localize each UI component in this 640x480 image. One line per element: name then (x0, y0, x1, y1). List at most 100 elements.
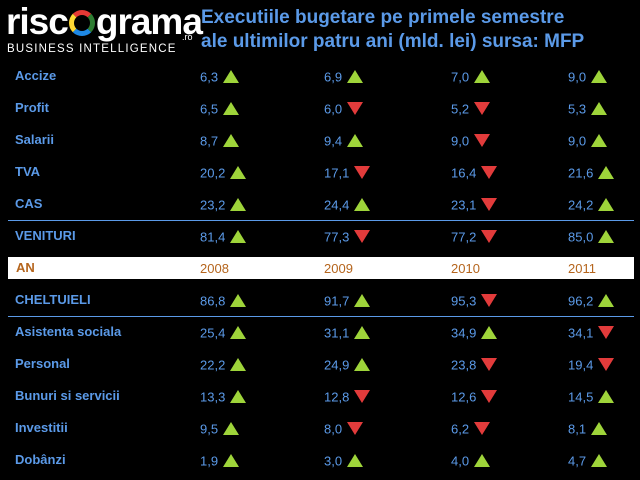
triangle-up-icon (230, 326, 247, 340)
table-cell: 4,7 (568, 452, 608, 472)
table-cell: 86,8 (200, 292, 247, 312)
cell-value: 25,4 (200, 325, 226, 341)
triangle-up-icon (354, 326, 371, 340)
cell-value: 34,1 (568, 325, 594, 341)
cell-value: 12,6 (451, 389, 477, 405)
cell-value: 85,0 (568, 229, 594, 245)
table-cell: 77,3 (324, 228, 371, 248)
table-cell: 12,6 (451, 388, 498, 408)
table-cell: 6,0 (324, 100, 364, 120)
triangle-down-icon (347, 422, 364, 436)
cell-value: 86,8 (200, 293, 226, 309)
table-cell: 23,1 (451, 196, 498, 216)
separator-income (8, 220, 634, 221)
triangle-down-icon (481, 230, 498, 244)
table-row: Investitii 9,5 8,0 6,2 8,1 (0, 418, 640, 440)
cell-value: 9,0 (451, 133, 470, 149)
cell-value: 13,3 (200, 389, 226, 405)
table-cell: 17,1 (324, 164, 371, 184)
logo-part2: grama (95, 1, 203, 42)
table-row: CAS 23,2 24,4 23,1 24,2 (0, 194, 640, 216)
cell-value: 24,9 (324, 357, 350, 373)
triangle-up-icon (223, 102, 240, 116)
table-cell: 9,0 (568, 68, 608, 88)
triangle-up-icon (474, 454, 491, 468)
cell-value: 6,3 (200, 69, 219, 85)
row-label: Profit (15, 100, 49, 115)
table-cell: 16,4 (451, 164, 498, 184)
cell-value: 4,7 (568, 453, 587, 469)
triangle-up-icon (481, 326, 498, 340)
table-cell: 8,7 (200, 132, 240, 152)
cell-value: 3,0 (324, 453, 343, 469)
triangle-up-icon (598, 230, 615, 244)
triangle-up-icon (354, 294, 371, 308)
table-cell: 81,4 (200, 228, 247, 248)
logo-ro: .ro (182, 32, 193, 42)
cell-value: 34,9 (451, 325, 477, 341)
table-cell: 8,0 (324, 420, 364, 440)
table-cell: 3,0 (324, 452, 364, 472)
cell-value: 9,4 (324, 133, 343, 149)
cell-value: 23,2 (200, 197, 226, 213)
table-cell: 9,0 (568, 132, 608, 152)
table-cell: 77,2 (451, 228, 498, 248)
cell-value: 4,0 (451, 453, 470, 469)
cell-value: 77,3 (324, 229, 350, 245)
triangle-up-icon (223, 134, 240, 148)
table-row: Dobânzi 1,9 3,0 4,0 4,7 (0, 450, 640, 472)
table-cell: 19,4 (568, 356, 615, 376)
table-row: Salarii 8,7 9,4 9,0 9,0 (0, 130, 640, 152)
table-cell: 20,2 (200, 164, 247, 184)
cell-value: 20,2 (200, 165, 226, 181)
table-cell: 34,1 (568, 324, 615, 344)
cell-value: 6,5 (200, 101, 219, 117)
triangle-up-icon (230, 358, 247, 372)
table-cell: 91,7 (324, 292, 371, 312)
table-cell: 96,2 (568, 292, 615, 312)
triangle-down-icon (474, 102, 491, 116)
triangle-up-icon (598, 294, 615, 308)
row-label: Bunuri si servicii (15, 388, 120, 403)
triangle-down-icon (481, 166, 498, 180)
triangle-down-icon (354, 390, 371, 404)
cell-value: 22,2 (200, 357, 226, 373)
year-header-row: AN 2008 2009 2010 2011 (8, 257, 634, 279)
cell-value: 91,7 (324, 293, 350, 309)
table-cell: 8,1 (568, 420, 608, 440)
triangle-up-icon (591, 102, 608, 116)
triangle-up-icon (230, 390, 247, 404)
table-row: TVA 20,2 17,1 16,4 21,6 (0, 162, 640, 184)
cell-value: 81,4 (200, 229, 226, 245)
table-cell: 31,1 (324, 324, 371, 344)
table-cell: 9,5 (200, 420, 240, 440)
row-label: Salarii (15, 132, 55, 147)
cell-value: 6,0 (324, 101, 343, 117)
triangle-down-icon (481, 198, 498, 212)
row-label: Accize (15, 68, 57, 83)
triangle-up-icon (598, 390, 615, 404)
chart-title: Executiile bugetare pe primele semestre … (201, 6, 637, 54)
triangle-up-icon (598, 198, 615, 212)
row-label: CAS (15, 196, 43, 211)
triangle-up-icon (223, 422, 240, 436)
table-cell: 24,2 (568, 196, 615, 216)
table-cell: 1,9 (200, 452, 240, 472)
table-cell: 24,9 (324, 356, 371, 376)
triangle-down-icon (347, 102, 364, 116)
triangle-up-icon (223, 70, 240, 84)
triangle-down-icon (354, 166, 371, 180)
triangle-up-icon (347, 134, 364, 148)
cell-value: 24,4 (324, 197, 350, 213)
riscograma-logo: risc grama .ro BUSINESS INTELLIGENCE (6, 1, 203, 56)
table-cell: 6,9 (324, 68, 364, 88)
cell-value: 8,0 (324, 421, 343, 437)
cell-value: 17,1 (324, 165, 350, 181)
triangle-up-icon (230, 166, 247, 180)
logo-subtitle: BUSINESS INTELLIGENCE (7, 43, 177, 55)
cell-value: 23,1 (451, 197, 477, 213)
table-cell: 14,5 (568, 388, 615, 408)
year-header-2009: 2009 (324, 261, 353, 276)
triangle-up-icon (347, 70, 364, 84)
triangle-down-icon (474, 134, 491, 148)
